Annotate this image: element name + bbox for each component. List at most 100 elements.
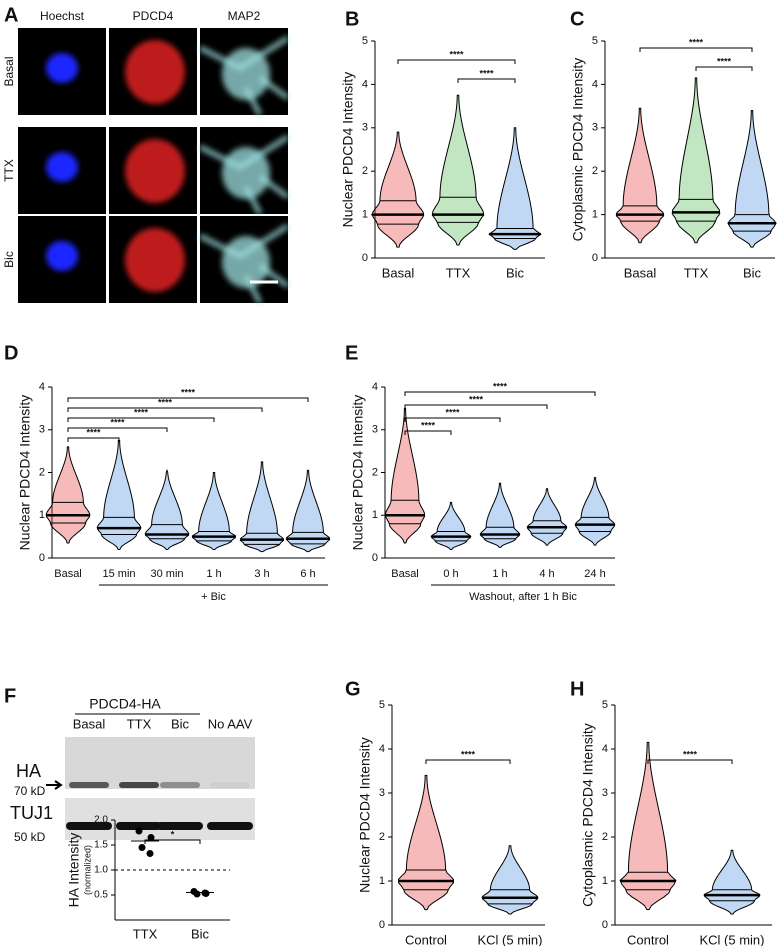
y-tick-label: 2 — [372, 466, 378, 478]
violin — [371, 131, 425, 248]
y-tick-label: 2 — [379, 831, 385, 843]
violin — [526, 488, 568, 546]
x-tick-label: Bic — [191, 926, 210, 941]
significance-bracket — [647, 759, 733, 764]
y-tick-label: 2 — [362, 165, 368, 177]
lane-label: No AAV — [208, 716, 253, 731]
significance-bracket — [404, 417, 501, 422]
y-tick-label: 3 — [372, 424, 378, 436]
dendrite — [198, 223, 290, 305]
x-tick-label: 30 min — [150, 568, 183, 580]
y-axis-label: Nuclear PDCD4 Intensity — [340, 72, 356, 228]
y-tick-label: 0 — [592, 252, 598, 264]
x-tick-label: Bic — [743, 265, 762, 280]
y-tick-label: 1 — [379, 875, 385, 887]
significance-label: **** — [469, 394, 484, 404]
significance-label: **** — [445, 407, 460, 417]
size-label: 70 kD — [14, 784, 46, 798]
x-tick-label: 4 h — [539, 568, 554, 580]
y-axis-label: Cytoplasmic PDCD4 Intensity — [570, 58, 586, 242]
panel-letter: G — [345, 678, 361, 700]
significance-bracket — [67, 417, 215, 422]
y-tick-label: 3 — [592, 122, 598, 134]
nucleus — [46, 53, 78, 83]
violin — [397, 774, 455, 911]
band — [160, 782, 200, 788]
significance-bracket — [695, 66, 753, 71]
y-tick-label: 4 — [39, 381, 45, 393]
significance-bracket — [67, 437, 120, 442]
group-label: + Bic — [201, 591, 226, 603]
dendrite — [198, 35, 290, 117]
column-header: MAP2 — [228, 9, 261, 23]
x-tick-label: 1 h — [492, 568, 507, 580]
y-tick-label: 3 — [362, 122, 368, 134]
blot-label: HA — [16, 761, 41, 781]
significance-label: **** — [717, 56, 732, 66]
violin — [285, 469, 331, 553]
y-axis-label: Nuclear PDCD4 Intensity — [357, 737, 373, 893]
y-tick-label: 4 — [362, 78, 368, 90]
x-tick-label: TTX — [446, 265, 471, 280]
y-tick-label: 5 — [592, 35, 598, 47]
blot-label: TUJ1 — [10, 803, 53, 823]
significance-label: **** — [683, 749, 698, 759]
significance-bracket — [404, 391, 596, 396]
panel-letter: A — [4, 4, 18, 26]
significance-label: **** — [493, 381, 508, 391]
panel-letter: E — [345, 342, 358, 364]
y-tick-label: 4 — [592, 78, 598, 90]
size-label: 50 kD — [14, 830, 46, 844]
neuron-soma — [222, 236, 270, 288]
group-label: Washout, after 1 h Bic — [469, 591, 577, 603]
y-tick-label: 0 — [379, 919, 385, 931]
y-tick-label: 1 — [602, 875, 608, 887]
nucleus — [46, 152, 78, 182]
data-point — [135, 827, 143, 835]
panel-letter: H — [570, 678, 584, 700]
violin — [727, 109, 777, 248]
y-tick-label: 4 — [372, 381, 378, 393]
significance-label: **** — [479, 68, 494, 78]
y-tick-label: 5 — [602, 699, 608, 711]
significance-label: **** — [158, 397, 173, 407]
y-tick-label: 3 — [39, 424, 45, 436]
significance-bracket — [67, 427, 168, 432]
y-tick-label: 1 — [39, 509, 45, 521]
significance-label: **** — [421, 420, 436, 430]
cell-stain — [125, 40, 185, 104]
y-tick-label: 4 — [379, 743, 385, 755]
lane-label: Bic — [171, 716, 190, 731]
x-tick-label: TTX — [133, 926, 158, 941]
y-tick-label: 1.5 — [94, 840, 108, 851]
row-label: Bic — [2, 251, 16, 268]
significance-bracket — [425, 759, 511, 764]
y-tick-label: 0 — [602, 919, 608, 931]
panel-letter: B — [345, 8, 359, 30]
significance-label: **** — [134, 407, 149, 417]
y-axis-label: HA Intensity — [66, 833, 82, 908]
y-tick-label: 0 — [39, 552, 45, 564]
lane-label: TTX — [127, 716, 152, 731]
significance-label: **** — [86, 427, 101, 437]
panel-letter: D — [4, 342, 18, 364]
significance-label: **** — [689, 37, 704, 47]
y-axis-label: Nuclear PDCD4 Intensity — [17, 395, 33, 551]
band — [119, 782, 159, 788]
y-tick-label: 3 — [602, 787, 608, 799]
panel-letter: C — [570, 8, 584, 30]
significance-bracket — [639, 47, 753, 52]
y-tick-label: 5 — [379, 699, 385, 711]
y-tick-label: 2.0 — [94, 815, 108, 826]
data-point — [146, 850, 154, 857]
violin — [619, 741, 677, 911]
data-point — [138, 844, 146, 851]
significance-label: **** — [181, 387, 196, 397]
significance-label: * — [171, 829, 175, 839]
band — [66, 822, 112, 830]
x-tick-label: Control — [627, 932, 669, 946]
x-tick-label: 0 h — [443, 568, 458, 580]
y-tick-label: 4 — [602, 743, 608, 755]
x-tick-label: KCl (5 min) — [477, 932, 542, 946]
